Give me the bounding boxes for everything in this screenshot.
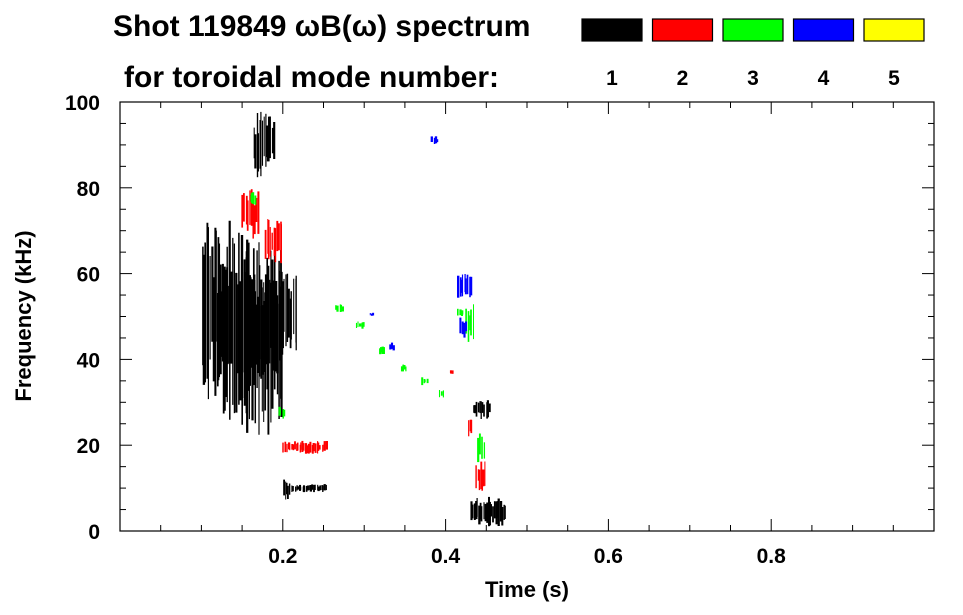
spectrum-region-mode-4 (369, 312, 375, 316)
spectrum-region-mode-1 (216, 232, 255, 420)
y-tick-label: 20 (77, 435, 100, 458)
x-tick-label: 0.6 (594, 545, 623, 568)
axes: 0.2 0.4 0.6 0.8 0 20 40 60 80 100 (65, 92, 934, 568)
spectrum-region-mode-1 (470, 496, 506, 527)
chart-title-line2: for toroidal mode number: (124, 61, 499, 94)
x-axis-label: Time (s) (485, 577, 569, 602)
spectrum-region-mode-3 (355, 321, 365, 329)
legend-label-mode-4: 4 (818, 67, 830, 90)
spectrum-region-mode-4 (430, 136, 439, 144)
spectrum-region-mode-2 (475, 461, 486, 491)
legend-label-mode-1: 1 (606, 67, 618, 90)
spectrum-region-mode-1 (283, 479, 291, 500)
spectrum-region-mode-3 (465, 304, 475, 342)
spectrum-plot-area (202, 111, 506, 527)
spectrum-region-mode-4 (389, 342, 395, 351)
x-tick-label: 0.2 (268, 545, 297, 568)
spectrum-region-mode-1 (266, 116, 276, 162)
spectrum-region-mode-2 (449, 370, 454, 374)
spectrum-region-mode-1 (279, 273, 297, 351)
y-tick-label: 0 (88, 521, 100, 544)
y-tick-label: 40 (77, 349, 100, 372)
spectrum-region-mode-3 (421, 377, 429, 386)
spectrum-region-mode-2 (282, 440, 328, 454)
mode-legend: 1 2 3 4 5 (581, 18, 925, 90)
spectrum-region-mode-4 (457, 274, 473, 298)
spectrum-region-mode-2 (264, 219, 282, 264)
spectrum-region-mode-3 (477, 433, 486, 463)
legend-swatch-mode-5 (863, 18, 925, 42)
spectrum-region-mode-3 (400, 364, 407, 372)
y-tick-label: 100 (65, 92, 100, 115)
legend-swatch-mode-4 (792, 18, 855, 42)
spectrum-region-mode-1 (473, 400, 491, 419)
legend-swatch-mode-3 (722, 18, 784, 42)
spectrum-region-mode-3 (438, 390, 444, 398)
x-tick-label: 0.4 (431, 545, 461, 568)
chart-title-line1: Shot 119849 ωB(ω) spectrum (113, 10, 530, 43)
spectrum-region-mode-3 (335, 304, 344, 312)
spectrum-region-mode-3 (379, 346, 385, 355)
spectrum-region-mode-3 (250, 192, 257, 205)
spectrum-region-mode-4 (459, 317, 468, 338)
spectrum-region-mode-2 (468, 419, 473, 437)
legend-label-mode-5: 5 (888, 67, 900, 90)
x-tick-label: 0.8 (757, 545, 787, 568)
legend-label-mode-3: 3 (747, 67, 759, 90)
spectrum-region-mode-3 (456, 308, 464, 316)
y-tick-label: 60 (77, 264, 100, 287)
legend-swatch-mode-2 (651, 18, 714, 42)
legend-swatch-mode-1 (581, 18, 643, 42)
y-tick-label: 80 (77, 178, 100, 201)
y-axis-label: Frequency (kHz) (11, 230, 36, 401)
spectrum-region-mode-3 (278, 406, 286, 419)
spectrum-region-mode-1 (291, 484, 327, 493)
legend-label-mode-2: 2 (677, 67, 689, 90)
